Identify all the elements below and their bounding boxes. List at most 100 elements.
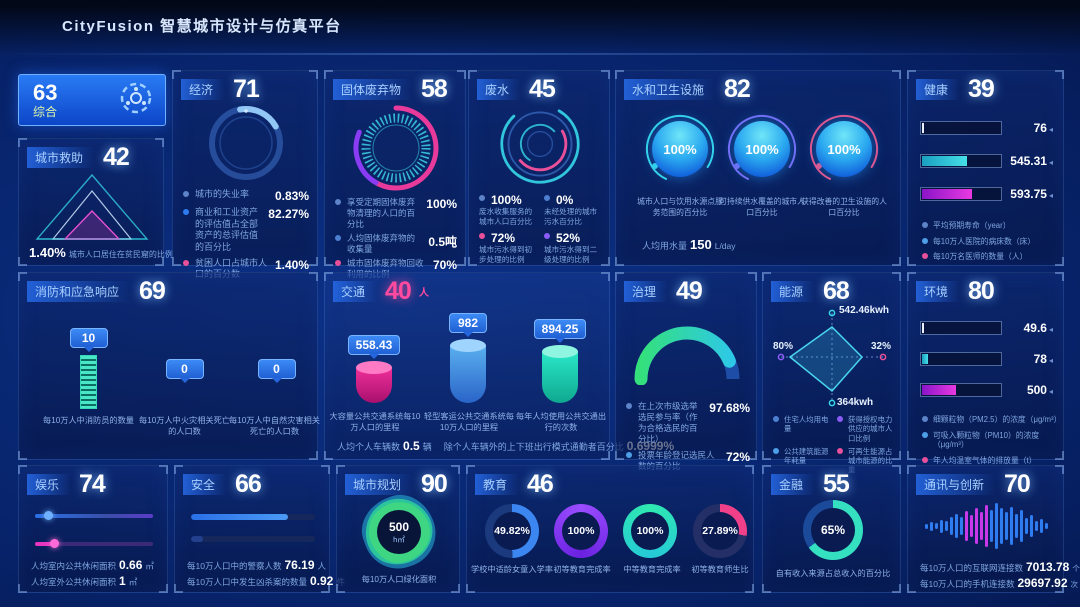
stat-value: 100% (426, 197, 457, 211)
panel-score: 82 (724, 75, 751, 103)
donut-chart: 100% (554, 504, 608, 558)
footer-value: 150 (690, 237, 712, 252)
stat-unit: 次 (1070, 580, 1079, 589)
concentric-ring-chart (500, 104, 580, 184)
panel-score: 58 (421, 75, 448, 103)
bar-item: 0 (229, 313, 324, 409)
panel-education[interactable]: 教育 46 49.82% 学校中适龄女童入学率 100% 初等教育完成率 100… (466, 465, 754, 593)
panel-energy[interactable]: 能源 68 542.46kwh 80% 32% 364kwh 住宅人均用电量 获… (762, 272, 901, 474)
panel-communication[interactable]: 通讯与创新 70 每10万人口的互联网连接数 7013.78 个 每10万人口的… (907, 465, 1080, 593)
legend-label: 平均预期寿命（year） (933, 221, 1011, 230)
panel-finance[interactable]: 金融 55 65% 自有收入来源占总收入的百分比 (762, 465, 901, 593)
panel-score: 90 (421, 470, 448, 498)
value-bubble: 982 (449, 313, 487, 333)
panel-economy[interactable]: 经济 71 城市的失业率 0.83% 商业和工业资产的评估值占全部资产的总评估值… (172, 70, 318, 279)
donut-chart: 49.82% (485, 504, 539, 558)
panel-solid-waste[interactable]: 固体废弃物 58 享受定期固体废弃物清理的人口的百分比 100% 人均固体废弃物… (324, 70, 466, 279)
panel-title: 安全 (183, 474, 228, 495)
donut-label: 初等教育师生比 (691, 565, 749, 574)
donut-label: 学校中适龄女童入学率 (471, 565, 553, 574)
composite-value: 63 (33, 80, 58, 105)
legend-label: 公共建筑能源年耗量 (784, 446, 829, 465)
panel-score: 71 (233, 75, 260, 103)
panel-environment[interactable]: 环境 80 49.6 78 500 细颗粒物（PM2.5）的浓度（μg/m³） … (907, 272, 1064, 465)
panel-score: 39 (968, 75, 995, 103)
panel-title: 环境 (916, 281, 961, 302)
stat-value: 70% (432, 258, 457, 273)
slider-knob[interactable] (44, 511, 54, 520)
panel-transport[interactable]: 交通 40 人 558.43 大容量公共交通系统每10万人口的里程 982 轻型… (324, 272, 674, 460)
stat-label: 每10万人口的互联网连接数 (920, 563, 1023, 573)
bar-row: 76 (920, 121, 1053, 135)
center-unit: h㎡ (393, 534, 405, 544)
app-title: CityFusion 智慧城市设计与仿真平台 (62, 18, 342, 35)
axis-label-bottom: 364kwh (837, 397, 874, 408)
semicircle-gauge (634, 326, 740, 385)
tick-gauge-chart (353, 105, 439, 191)
indoor-area-slider[interactable] (35, 511, 153, 520)
panel-city-aid[interactable]: 城市救助 42 1.40% 城市人口居住在贫民窟的比例 (18, 138, 173, 266)
cylinder-bar (356, 361, 392, 403)
panel-safety[interactable]: 安全 66 每10万人口中的警察人数 76.19 人 每10万人口中发生凶杀案的… (174, 465, 345, 593)
donut-label: 中等教育完成率 (623, 565, 681, 574)
composite-kpi-card[interactable]: 63 综合 (18, 74, 166, 126)
bar-row: 545.31 (920, 154, 1053, 168)
chart-label: 每10万人口绿化面积 (361, 575, 437, 584)
stat-unit: ㎡ (128, 577, 138, 587)
stat-value: 0.92 (309, 574, 334, 588)
footer-unit: 辆 (422, 442, 432, 452)
donut-value: 27.89% (702, 525, 738, 537)
cylinder-item: 894.25 (515, 309, 605, 403)
panel-score: 74 (79, 470, 106, 498)
value-bubble: 894.25 (533, 319, 587, 339)
gauge-value: 100% (663, 141, 697, 157)
stat-value: 1.40% (29, 245, 66, 260)
bar-value: 49.6 (1007, 321, 1053, 335)
cylinder-label: 每年人均使用公共交通出行的次数 (515, 412, 607, 433)
panel-title: 固体废弃物 (333, 79, 414, 100)
stat-label: 城市的失业率 (195, 189, 250, 199)
gauge-label: 可持续供水覆盖的城市人口百分比 (719, 197, 805, 217)
axis-label-right: 32% (871, 341, 892, 352)
composite-label: 综合 (33, 105, 58, 119)
stat-label: 每10万人口中的警察人数 (187, 561, 282, 571)
panel-health[interactable]: 健康 39 76 545.31 593.75 平均预期寿命（year） 每10万… (907, 70, 1064, 266)
slider-knob[interactable] (50, 539, 60, 548)
donut-value: 100% (636, 525, 664, 537)
panel-title: 经济 (181, 79, 226, 100)
stat-label: 人均固体废弃物的收集量 (347, 233, 416, 255)
value-bubble: 0 (165, 359, 204, 379)
panel-score: 66 (235, 470, 262, 498)
cylinder-bar (542, 345, 578, 403)
panel-governance[interactable]: 治理 49 在上次市级选举选民参与率（作为合格选民的百分比） 97.68% 投票… (615, 272, 757, 471)
bar-value: 500 (1007, 383, 1053, 397)
gauge-value: 100% (745, 141, 779, 157)
bar-value: 76 (1007, 121, 1053, 135)
panel-title: 通讯与创新 (916, 474, 997, 495)
stat-value: 100% (491, 193, 522, 207)
panel-score: 55 (823, 470, 850, 498)
panel-wastewater[interactable]: 废水 45 100% 废水收集服务的城市人口百分比 0% 未经处理的城市污水百分… (468, 70, 610, 266)
cylinder-item: 982 (423, 309, 513, 403)
center-value: 500 (388, 519, 410, 534)
kite-radar-chart (777, 309, 887, 407)
donut-value: 65% (820, 523, 846, 537)
panel-fire-emergency[interactable]: 消防和应急响应 69 10 每10万人中消防员的数量 0 每10万人中火灾相关死… (18, 272, 320, 460)
panel-title: 娱乐 (27, 474, 72, 495)
gauge-value: 100% (827, 141, 861, 157)
outdoor-area-slider[interactable] (35, 539, 153, 548)
panel-urban-planning[interactable]: 城市规划 90 500 h㎡ 每10万人口绿化面积 (336, 465, 460, 593)
donut-label: 初等教育完成率 (553, 565, 611, 574)
cylinder-label: 大容量公共交通系统每10万人口的里程 (329, 412, 421, 433)
donut-value: 49.82% (494, 525, 530, 537)
panel-recreation[interactable]: 娱乐 74 人均室内公共休闲面积 0.66 ㎡ 人均室外公共休闲面积 1 ㎡ (18, 465, 168, 593)
panel-water-sanitation[interactable]: 水和卫生设施 82 100% 城市人口与饮用水源点服务范围的百分比 100% 可… (615, 70, 901, 266)
network-ring-icon (119, 81, 153, 120)
donut-chart: 27.89% (693, 504, 747, 558)
stat-value: 29697.92 (1017, 576, 1068, 590)
bar-row: 500 (920, 383, 1053, 397)
panel-score: 46 (527, 470, 554, 498)
striped-bar (80, 355, 97, 409)
stat-value: 0% (556, 193, 574, 207)
legend-label: 住宅人均用电量 (784, 415, 829, 434)
